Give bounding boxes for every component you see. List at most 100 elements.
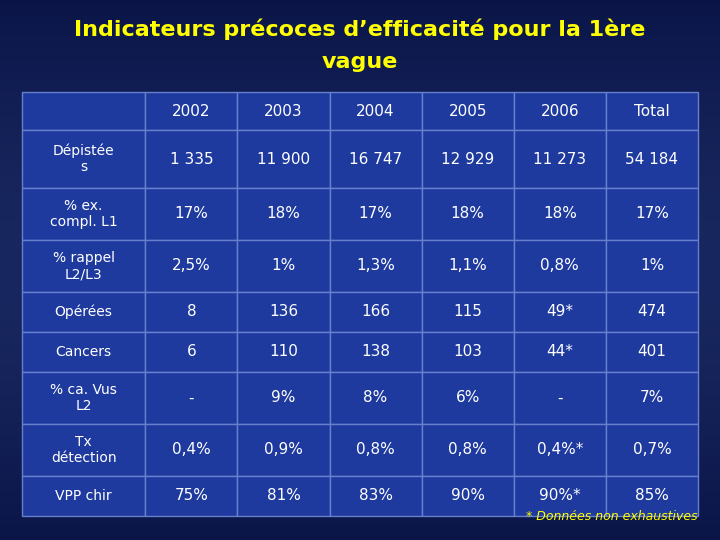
Bar [606, 476, 698, 516]
Bar [22, 372, 145, 424]
Text: 0,8%: 0,8% [449, 442, 487, 457]
Text: 2005: 2005 [449, 104, 487, 118]
Text: 0,8%: 0,8% [356, 442, 395, 457]
Text: 90%: 90% [451, 489, 485, 503]
Bar [330, 92, 422, 130]
Text: 2003: 2003 [264, 104, 303, 118]
Bar [145, 130, 238, 188]
Bar [514, 476, 606, 516]
Text: 83%: 83% [359, 489, 392, 503]
Bar [22, 240, 145, 292]
Text: 85%: 85% [635, 489, 669, 503]
Text: 18%: 18% [543, 206, 577, 221]
Bar [514, 130, 606, 188]
Text: 16 747: 16 747 [349, 152, 402, 166]
Text: 18%: 18% [451, 206, 485, 221]
Bar [238, 292, 330, 332]
Text: 166: 166 [361, 305, 390, 320]
Bar [145, 292, 238, 332]
Bar [606, 240, 698, 292]
Text: 474: 474 [637, 305, 667, 320]
Bar [514, 240, 606, 292]
Text: -: - [189, 390, 194, 406]
Text: 1%: 1% [271, 259, 296, 273]
Text: 1 335: 1 335 [170, 152, 213, 166]
Text: 17%: 17% [174, 206, 208, 221]
Text: % ca. Vus
L2: % ca. Vus L2 [50, 383, 117, 413]
Text: VPP chir: VPP chir [55, 489, 112, 503]
Text: * Données non exhaustives: * Données non exhaustives [526, 510, 698, 523]
Bar [330, 424, 422, 476]
Bar [422, 92, 514, 130]
Text: 1,3%: 1,3% [356, 259, 395, 273]
Text: 49*: 49* [546, 305, 573, 320]
Text: -: - [557, 390, 562, 406]
Bar [330, 188, 422, 240]
Bar [238, 92, 330, 130]
Bar [606, 332, 698, 372]
Text: 54 184: 54 184 [626, 152, 678, 166]
Text: 6: 6 [186, 345, 197, 360]
Bar [330, 476, 422, 516]
Text: 6%: 6% [456, 390, 480, 406]
Text: 11 273: 11 273 [534, 152, 586, 166]
Text: 11 900: 11 900 [257, 152, 310, 166]
Text: 401: 401 [637, 345, 667, 360]
Text: 1,1%: 1,1% [449, 259, 487, 273]
Text: Cancers: Cancers [55, 345, 112, 359]
Bar [606, 130, 698, 188]
Bar [145, 188, 238, 240]
Bar [422, 130, 514, 188]
Bar [330, 332, 422, 372]
Bar [22, 476, 145, 516]
Text: 110: 110 [269, 345, 298, 360]
Bar [422, 188, 514, 240]
Bar [422, 292, 514, 332]
Bar [606, 188, 698, 240]
Text: 8%: 8% [364, 390, 388, 406]
Text: 136: 136 [269, 305, 298, 320]
Text: 12 929: 12 929 [441, 152, 495, 166]
Text: 115: 115 [454, 305, 482, 320]
Text: 17%: 17% [635, 206, 669, 221]
Text: 0,4%: 0,4% [172, 442, 211, 457]
Text: 18%: 18% [266, 206, 300, 221]
Bar [606, 372, 698, 424]
Text: 138: 138 [361, 345, 390, 360]
Bar [22, 92, 145, 130]
Bar [330, 372, 422, 424]
Bar [514, 332, 606, 372]
Text: 103: 103 [453, 345, 482, 360]
Text: % rappel
L2/L3: % rappel L2/L3 [53, 251, 114, 281]
Text: Opérées: Opérées [55, 305, 112, 319]
Bar [22, 130, 145, 188]
Bar [22, 292, 145, 332]
Bar [145, 332, 238, 372]
Bar [145, 476, 238, 516]
Bar [238, 476, 330, 516]
Text: vague: vague [322, 52, 398, 72]
Bar [22, 188, 145, 240]
Bar [330, 240, 422, 292]
Bar [422, 424, 514, 476]
Text: 2004: 2004 [356, 104, 395, 118]
Text: Indicateurs précoces d’efficacité pour la 1ère: Indicateurs précoces d’efficacité pour l… [74, 18, 646, 39]
Bar [514, 372, 606, 424]
Bar [145, 92, 238, 130]
Bar [238, 188, 330, 240]
Text: 2002: 2002 [172, 104, 211, 118]
Text: 90%*: 90%* [539, 489, 580, 503]
Bar [238, 424, 330, 476]
Bar [238, 332, 330, 372]
Bar [238, 240, 330, 292]
Bar [606, 424, 698, 476]
Bar [606, 292, 698, 332]
Bar [238, 372, 330, 424]
Bar [422, 240, 514, 292]
Bar [514, 424, 606, 476]
Text: 0,8%: 0,8% [541, 259, 579, 273]
Text: 75%: 75% [174, 489, 208, 503]
Bar [422, 332, 514, 372]
Bar [330, 130, 422, 188]
Bar [422, 372, 514, 424]
